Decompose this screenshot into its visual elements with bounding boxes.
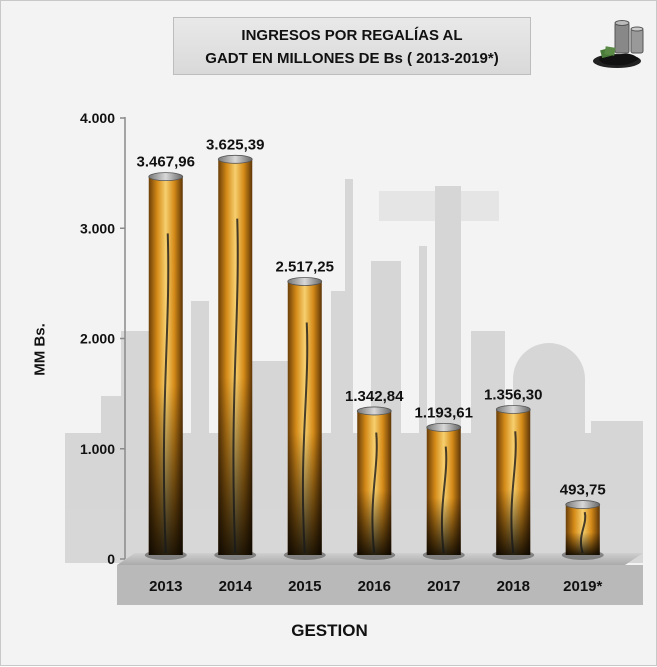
bar-value-label: 1.356,30 [484,386,542,403]
bar-2019*: 493,75 [560,482,606,560]
bar-silhouette [371,432,378,554]
bar-cap [148,172,184,182]
bar-cap [495,405,531,414]
bar-cap [287,277,323,286]
bar-2016: 1.342,84 [345,388,404,560]
bar-value-label: 493,75 [560,482,606,499]
x-tick-label: 2017 [427,578,460,595]
bar-value-label: 1.342,84 [345,388,404,405]
y-tick-label: 4.000 [80,110,115,126]
bar-shade [565,532,600,555]
chart-title-line-2: GADT EN MILLONES DE Bs ( 2013-2019*) [205,50,499,67]
bar-2018: 1.356,30 [484,386,542,560]
y-axis-label: MM Bs. [31,323,49,376]
x-tick-label: 2014 [219,578,253,595]
bar-silhouette [162,233,170,554]
chart-title-line-1: INGRESOS POR REGALÍAS AL [241,27,463,44]
bar-2013: 3.467,96 [137,154,195,560]
bar-silhouette [510,431,517,554]
bar-2017: 1.193,61 [415,404,473,560]
y-tick-label: 2.000 [80,331,115,347]
x-tick-label: 2013 [149,578,182,595]
bar-cap [356,406,392,416]
bar-silhouette [440,446,448,554]
bar-cap [565,500,601,509]
x-axis-label: GESTION [291,621,368,640]
x-tick-label: 2016 [358,578,391,595]
axis-band [117,565,643,605]
y-tick-label: 0 [107,551,115,567]
y-tick-label: 1.000 [80,441,115,457]
bar-value-label: 3.467,96 [137,154,195,171]
bar-value-label: 1.193,61 [415,404,473,421]
x-tick-label: 2015 [288,578,321,595]
oil-barrel-icon [593,20,644,68]
bar-value-label: 3.625,39 [206,136,264,153]
x-tick-label: 2019* [563,578,602,595]
bar-cap [426,423,462,432]
bar-silhouette [579,511,587,554]
x-tick-label: 2018 [497,578,530,595]
y-tick-label: 3.000 [80,220,115,236]
bar-value-label: 2.517,25 [276,258,334,275]
bar-2014: 3.625,39 [206,136,264,560]
bar-silhouette [232,218,239,554]
bar-cap [217,154,253,164]
bar-silhouette [301,322,309,554]
chart-title: INGRESOS POR REGALÍAS AL GADT EN MILLONE… [173,17,531,75]
bar-2015: 2.517,25 [276,258,334,560]
